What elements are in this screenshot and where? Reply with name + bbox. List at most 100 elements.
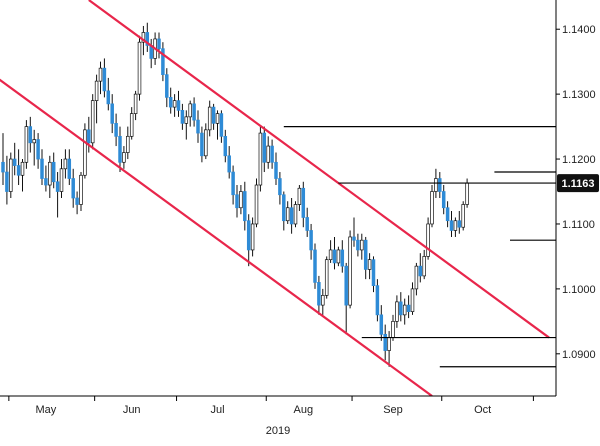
candle-body [192, 103, 196, 121]
current-price-badge: 1.1163 [557, 174, 599, 193]
candle [391, 314, 395, 341]
candle-body [98, 67, 103, 82]
candle-body [340, 249, 345, 267]
y-tick-label: 1.1400 [562, 24, 596, 36]
candle-body [24, 126, 29, 163]
candle [94, 74, 99, 124]
candle-body [90, 100, 95, 144]
y-tick-label: 1.1100 [562, 219, 595, 231]
candle-body [383, 333, 387, 351]
candle [387, 331, 391, 367]
candle-body [305, 217, 309, 231]
candle [20, 159, 25, 192]
candle-body [274, 161, 278, 179]
candle-body [321, 295, 325, 306]
candle [449, 210, 454, 237]
candle [246, 214, 251, 267]
x-tick-label: Aug [294, 404, 314, 416]
candle-body [48, 161, 52, 186]
candle-body [204, 129, 208, 157]
candle [383, 324, 387, 361]
candle [332, 236, 337, 270]
candle [87, 116, 91, 153]
candle [106, 77, 111, 111]
candle-body [223, 135, 228, 157]
candle [445, 201, 450, 228]
candle-body [289, 207, 294, 225]
candle-body [301, 187, 306, 218]
candle-body [293, 204, 298, 225]
candle [48, 155, 52, 198]
candle [399, 292, 403, 322]
candle-body [438, 178, 442, 192]
candle-body [278, 178, 282, 196]
candle-body [363, 239, 368, 270]
candle [285, 201, 290, 224]
candle [63, 149, 68, 179]
candle-body [262, 132, 267, 163]
candle [204, 123, 208, 160]
x-axis-title: 2019 [266, 425, 290, 437]
axes [0, 0, 557, 397]
candle [149, 38, 153, 69]
candle [1, 133, 5, 186]
candle-body [430, 191, 434, 225]
candle-body [336, 249, 341, 264]
candle-body [87, 129, 91, 144]
candle-body [414, 265, 419, 290]
candle [231, 165, 235, 205]
candle [305, 207, 309, 237]
candle-body [266, 145, 270, 163]
candle [438, 172, 442, 198]
candle-body [258, 132, 263, 186]
candle [422, 249, 426, 280]
candle-body [348, 236, 352, 306]
x-tick-label: Jul [210, 404, 224, 416]
candle-body [145, 32, 150, 46]
candle [110, 94, 114, 134]
candle-body [20, 161, 25, 176]
candle [211, 103, 216, 130]
candle-body [141, 32, 146, 43]
candle [406, 295, 411, 319]
candle [461, 201, 465, 231]
x-axis-ticks: May Jun Jul Aug Sep Oct [8, 396, 534, 416]
candle [426, 217, 430, 260]
candle [215, 110, 220, 140]
candle-body [426, 223, 430, 257]
candle-body [12, 158, 17, 166]
candle-body [449, 220, 454, 231]
candle [344, 262, 348, 335]
candle [165, 68, 169, 108]
x-tick-label: Jun [123, 404, 141, 416]
candle [122, 146, 126, 169]
candle-body [168, 97, 173, 108]
candle-body [254, 184, 259, 225]
candle-body [137, 41, 142, 95]
candle [313, 243, 317, 289]
candle [297, 185, 302, 211]
candle-body [344, 265, 348, 306]
candle-body [352, 236, 356, 241]
candle-body [32, 139, 36, 144]
candle [430, 185, 434, 228]
candle-body [250, 223, 255, 251]
candle [289, 198, 294, 234]
candle-body [461, 204, 465, 228]
candle [340, 240, 345, 273]
candle-body [246, 220, 251, 251]
candle [258, 126, 263, 192]
candle-body [282, 194, 286, 222]
candle-body [44, 178, 48, 186]
candle-body [51, 161, 56, 183]
candle-body [215, 113, 220, 124]
candle [301, 181, 306, 228]
candle [67, 149, 72, 186]
candle [278, 172, 282, 205]
candle-body [406, 304, 411, 312]
candle-body [83, 129, 87, 176]
candle [98, 61, 103, 95]
candle [270, 139, 274, 169]
candle [9, 152, 13, 198]
candle [227, 146, 231, 179]
